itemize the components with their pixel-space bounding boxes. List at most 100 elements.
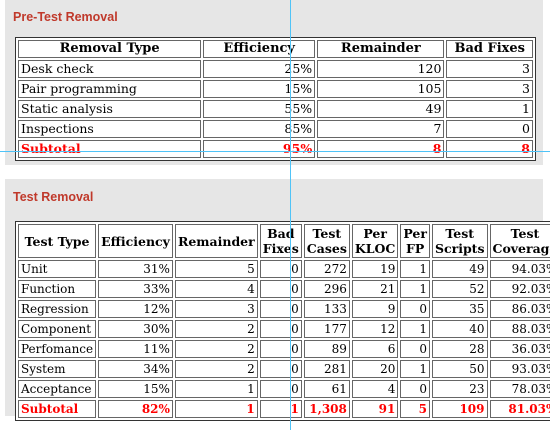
table-cell: 23 <box>431 380 488 398</box>
table-cell: 21 <box>351 280 399 298</box>
subtotal-cell: 95% <box>203 140 316 158</box>
table-row: Regression 12% 3 0 133 9 0 35 86.03% <box>18 300 550 318</box>
table-cell: 0 <box>400 380 430 398</box>
table-cell: Inspections <box>18 120 202 138</box>
table-header-row: Removal Type Efficiency Remainder Bad Fi… <box>18 40 533 58</box>
table-cell: 28 <box>431 340 488 358</box>
table-cell: Regression <box>18 300 97 318</box>
table-cell: 2 <box>174 360 258 378</box>
column-header: Per FP <box>400 224 430 258</box>
column-header: Remainder <box>317 40 445 58</box>
table-row: Unit 31% 5 0 272 19 1 49 94.03% <box>18 260 550 278</box>
table-cell: 120 <box>317 60 445 78</box>
subtotal-cell: 8 <box>317 140 445 158</box>
table-cell: 36.03% <box>489 340 550 358</box>
column-header: Bad Fixes <box>446 40 533 58</box>
column-header: Test Scripts <box>431 224 488 258</box>
table-cell: 1 <box>400 260 430 278</box>
table-cell: 12% <box>98 300 173 318</box>
table-cell: 3 <box>446 80 533 98</box>
table-cell: 49 <box>317 100 445 118</box>
table-cell: 4 <box>174 280 258 298</box>
table-cell: 1 <box>400 320 430 338</box>
table-cell: 78.03% <box>489 380 550 398</box>
table-cell: Pair programming <box>18 80 202 98</box>
subtotal-cell: 5 <box>400 400 430 418</box>
table-cell: 0 <box>446 120 533 138</box>
table-cell: 92.03% <box>489 280 550 298</box>
pre-test-removal-panel: Pre-Test Removal Removal Type Efficiency… <box>5 0 543 165</box>
subtotal-cell: 91 <box>351 400 399 418</box>
table-cell: Desk check <box>18 60 202 78</box>
table-cell: Static analysis <box>18 100 202 118</box>
column-header: Efficiency <box>98 224 173 258</box>
pre-test-removal-table: Removal Type Efficiency Remainder Bad Fi… <box>15 37 536 161</box>
table-cell: 34% <box>98 360 173 378</box>
subtotal-cell: 1 <box>174 400 258 418</box>
table-row: Function 33% 4 0 296 21 1 52 92.03% <box>18 280 550 298</box>
subtotal-row: Subtotal 95% 8 8 <box>18 140 533 158</box>
column-header: Test Type <box>18 224 97 258</box>
table-cell: 3 <box>174 300 258 318</box>
subtotal-label: Subtotal <box>18 140 202 158</box>
test-removal-table: Test Type Efficiency Remainder Bad Fixes… <box>15 221 550 421</box>
table-cell: 49 <box>431 260 488 278</box>
table-cell: 33% <box>98 280 173 298</box>
table-row: Desk check 25% 120 3 <box>18 60 533 78</box>
table-cell: 25% <box>203 60 316 78</box>
table-cell: 86.03% <box>489 300 550 318</box>
table-cell: 52 <box>431 280 488 298</box>
table-cell: Unit <box>18 260 97 278</box>
subtotal-cell: 109 <box>431 400 488 418</box>
subtotal-row: Subtotal 82% 1 1 1,308 91 5 109 81.03% <box>18 400 550 418</box>
table-cell: System <box>18 360 97 378</box>
table-row: Inspections 85% 7 0 <box>18 120 533 138</box>
table-cell: 94.03% <box>489 260 550 278</box>
table-cell: 1 <box>446 100 533 118</box>
table-cell: 12 <box>351 320 399 338</box>
table-cell: 19 <box>351 260 399 278</box>
table-cell: 4 <box>351 380 399 398</box>
table-cell: 0 <box>259 340 302 358</box>
table-cell: 1 <box>400 360 430 378</box>
table-row: Perfomance 11% 2 0 89 6 0 28 36.03% <box>18 340 550 358</box>
table-cell: 30% <box>98 320 173 338</box>
subtotal-cell: 8 <box>446 140 533 158</box>
table-cell: 31% <box>98 260 173 278</box>
table-cell: Acceptance <box>18 380 97 398</box>
subtotal-cell: 81.03% <box>489 400 550 418</box>
test-removal-title: Test Removal <box>13 190 94 204</box>
horizontal-guide-line <box>0 151 550 152</box>
table-cell: 40 <box>431 320 488 338</box>
table-cell: Component <box>18 320 97 338</box>
table-cell: 2 <box>174 320 258 338</box>
table-cell: Function <box>18 280 97 298</box>
column-header: Per KLOC <box>351 224 399 258</box>
table-cell: 6 <box>351 340 399 358</box>
table-cell: 61 <box>303 380 350 398</box>
table-cell: 1 <box>174 380 258 398</box>
column-header: Bad Fixes <box>259 224 302 258</box>
column-header: Removal Type <box>18 40 202 58</box>
table-cell: 0 <box>259 300 302 318</box>
pre-test-removal-title: Pre-Test Removal <box>13 10 118 24</box>
table-header-row: Test Type Efficiency Remainder Bad Fixes… <box>18 224 550 258</box>
table-cell: 11% <box>98 340 173 358</box>
table-cell: 7 <box>317 120 445 138</box>
table-cell: 88.03% <box>489 320 550 338</box>
column-header: Test Coverage <box>489 224 550 258</box>
table-cell: 15% <box>203 80 316 98</box>
subtotal-cell: 82% <box>98 400 173 418</box>
table-cell: 9 <box>351 300 399 318</box>
table-cell: 85% <box>203 120 316 138</box>
table-cell: 5 <box>174 260 258 278</box>
table-cell: 105 <box>317 80 445 98</box>
table-cell: 15% <box>98 380 173 398</box>
table-cell: 177 <box>303 320 350 338</box>
table-row: Acceptance 15% 1 0 61 4 0 23 78.03% <box>18 380 550 398</box>
table-cell: 0 <box>259 280 302 298</box>
table-row: Pair programming 15% 105 3 <box>18 80 533 98</box>
column-header: Efficiency <box>203 40 316 58</box>
table-cell: 281 <box>303 360 350 378</box>
test-removal-panel: Test Removal Test Type Efficiency Remain… <box>5 179 550 421</box>
